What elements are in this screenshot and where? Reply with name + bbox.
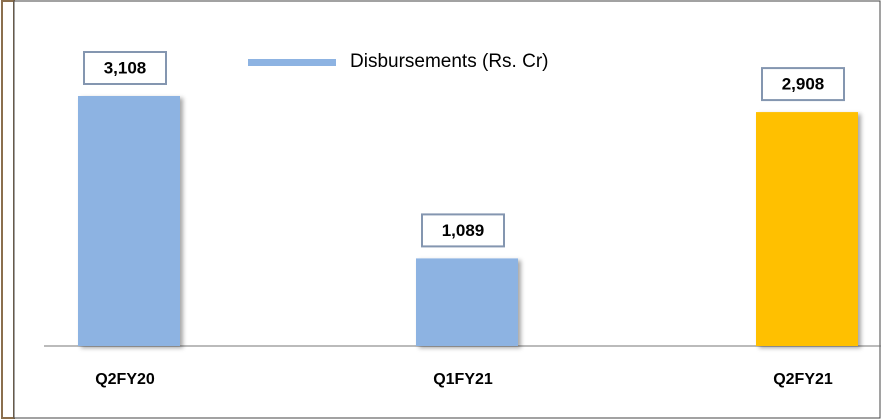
value-label: 2,908 [782,75,825,94]
bar [416,258,518,346]
legend-label: Disbursements (Rs. Cr) [350,51,548,72]
side-frame [1,0,15,419]
bar [756,112,858,346]
bar [78,96,180,346]
value-label-box [421,213,505,248]
value-label-box [761,67,845,102]
x-tick-label: Q2FY20 [95,371,155,388]
x-tick-label: Q2FY21 [773,371,833,388]
value-label: 1,089 [442,221,485,240]
value-label: 3,108 [104,58,147,77]
x-tick-label: Q1FY21 [433,371,493,388]
legend-swatch [248,59,336,66]
value-label-box [83,51,167,85]
